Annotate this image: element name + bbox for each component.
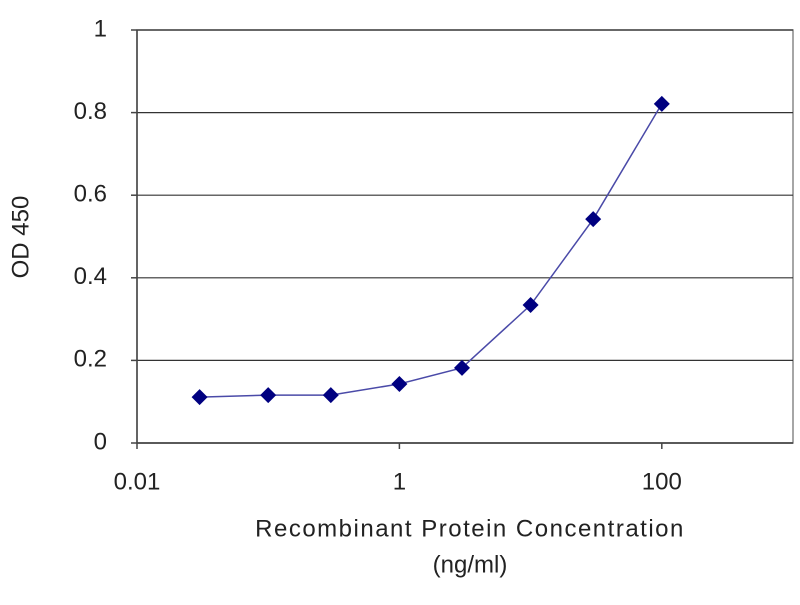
x-axis-label: Recombinant Protein Concentration — [255, 515, 685, 542]
data-point — [260, 387, 277, 404]
data-point — [391, 375, 408, 392]
y-tick-label: 0.4 — [74, 263, 107, 290]
y-tick-label: 0 — [94, 428, 107, 455]
x-axis-label: (ng/ml) — [433, 551, 508, 578]
data-point — [453, 359, 470, 376]
y-tick-label: 0.2 — [74, 346, 107, 373]
data-point — [191, 389, 208, 406]
x-tick-label: 100 — [642, 468, 682, 495]
plot-area — [136, 29, 794, 444]
data-point — [522, 297, 539, 314]
y-tick-label: 0.8 — [74, 98, 107, 125]
data-point — [585, 211, 602, 228]
y-tick-label: 1 — [94, 15, 107, 42]
data-point — [653, 95, 670, 112]
x-tick-label: 0.01 — [114, 468, 161, 495]
y-axis-label: OD 450 — [7, 196, 34, 279]
data-point — [322, 387, 339, 404]
y-tick-label: 0.6 — [74, 181, 107, 208]
series-line — [199, 103, 663, 398]
x-tick-label: 1 — [393, 468, 406, 495]
